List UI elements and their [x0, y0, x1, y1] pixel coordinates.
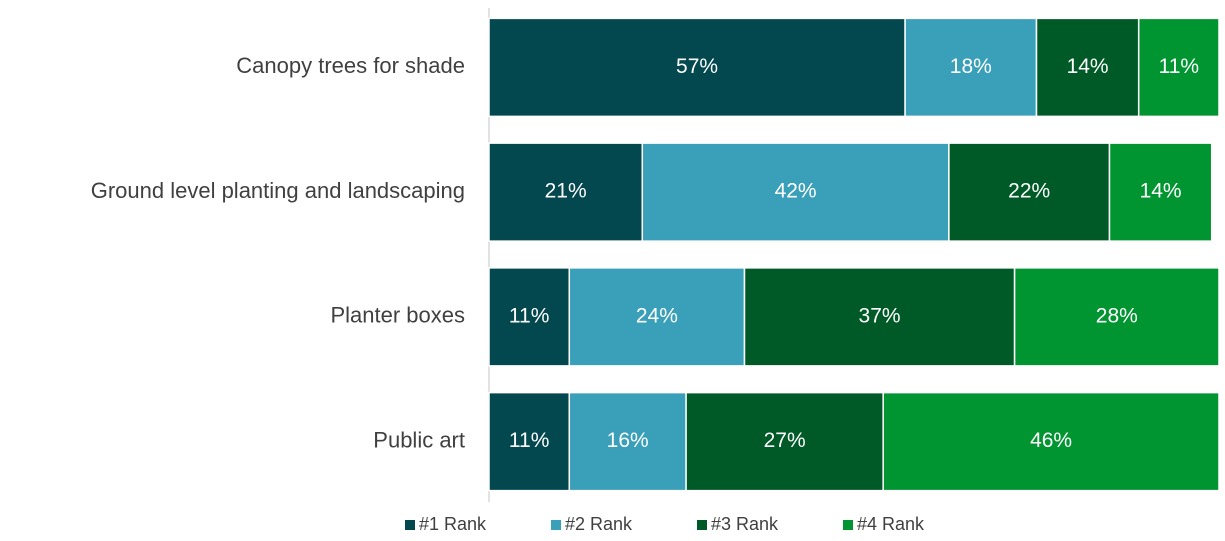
data-label: 46% [1030, 429, 1072, 452]
legend-swatch [551, 520, 561, 530]
bar-segment [488, 17, 906, 118]
data-label: 18% [950, 55, 992, 78]
data-label: 21% [545, 180, 587, 203]
category-label: Public art [373, 427, 465, 452]
bar-segment [685, 391, 884, 492]
legend-label: #4 Rank [857, 514, 925, 534]
bar-segment [488, 267, 571, 367]
bar-segment [743, 267, 1016, 367]
data-label: 37% [859, 304, 901, 327]
data-label: 16% [607, 429, 649, 452]
legend-swatch [405, 520, 415, 530]
data-label: 28% [1096, 304, 1138, 327]
data-label: 24% [636, 304, 678, 327]
data-label: 42% [775, 180, 817, 203]
bar-segment [1108, 142, 1213, 242]
bar-segment [882, 391, 1220, 492]
category-label: Planter boxes [330, 303, 465, 328]
data-label: 14% [1140, 180, 1182, 203]
bar-segment [568, 391, 687, 492]
bar-segment [904, 17, 1038, 118]
category-label: Ground level planting and landscaping [91, 178, 465, 203]
data-label: 11% [509, 304, 549, 327]
data-label: 22% [1008, 180, 1050, 203]
legend-label: #2 Rank [565, 514, 633, 534]
legend-swatch [843, 520, 853, 530]
bar-segment [1035, 17, 1140, 118]
bar-segment [641, 142, 950, 242]
bar-segment [568, 267, 746, 367]
data-label: 57% [676, 55, 718, 78]
legend-label: #3 Rank [711, 514, 779, 534]
bar-segment [1137, 17, 1220, 118]
data-label: 27% [764, 429, 806, 452]
data-label: 11% [509, 429, 549, 452]
data-label: 14% [1067, 55, 1109, 78]
category-label: Canopy trees for shade [236, 53, 465, 78]
legend-swatch [697, 520, 707, 530]
data-label: 11% [1159, 55, 1199, 78]
bar-segment [488, 391, 571, 492]
legend-label: #1 Rank [419, 514, 487, 534]
bar-segment [1013, 267, 1220, 367]
